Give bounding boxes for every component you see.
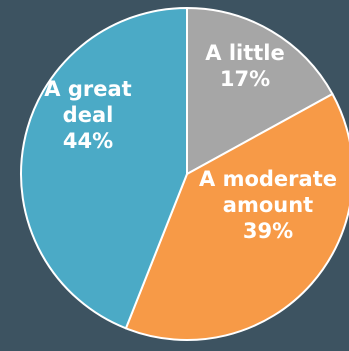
pie-slices: [20, 7, 349, 341]
pie-slice-label-line: deal: [63, 103, 114, 127]
pie-slice-label-1: A moderate amount 39%: [199, 167, 337, 243]
pie-slice-label-line: A little: [205, 41, 284, 65]
pie-slice-0: [186, 7, 334, 175]
pie-slice-label-line: 44%: [63, 129, 113, 153]
pie-slice-1: [124, 93, 349, 341]
pie-slice-label-line: A moderate: [199, 167, 337, 191]
pie-slice-label-line: 39%: [243, 219, 293, 243]
pie-slice-label-line: 17%: [220, 67, 270, 91]
pie-slice-label-line: amount: [223, 193, 313, 217]
pie-slice-label-0: A little 17%: [205, 41, 284, 91]
pie-slice-2: [20, 7, 188, 330]
pie-labels: A little 17% A moderate amount 39% A great dea…: [44, 41, 337, 243]
pie-slice-label-2: A great deal 44%: [44, 77, 131, 153]
pie-slice-label-line: A great: [44, 77, 131, 101]
